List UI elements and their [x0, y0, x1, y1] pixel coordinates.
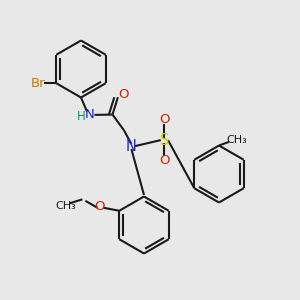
Text: CH₃: CH₃ [226, 135, 248, 146]
Text: O: O [118, 88, 129, 101]
Text: O: O [159, 154, 170, 167]
Text: H: H [77, 110, 86, 124]
Text: S: S [160, 133, 169, 148]
Text: Br: Br [31, 77, 46, 90]
Text: O: O [94, 200, 104, 213]
Text: N: N [85, 108, 95, 122]
Text: N: N [126, 139, 137, 154]
Text: O: O [159, 113, 170, 126]
Text: CH₃: CH₃ [55, 201, 76, 211]
